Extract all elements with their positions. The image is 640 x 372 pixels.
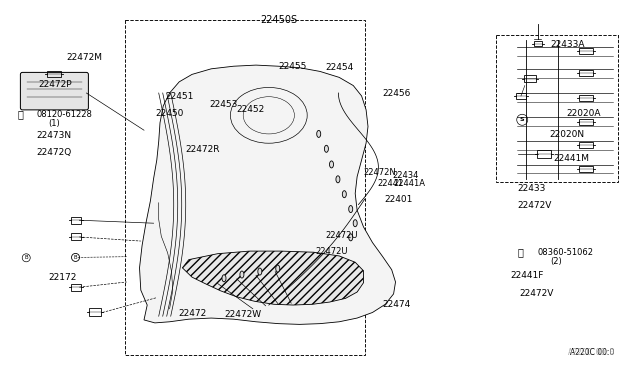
- Ellipse shape: [336, 176, 340, 183]
- Ellipse shape: [222, 275, 226, 282]
- Bar: [579, 166, 593, 172]
- Ellipse shape: [324, 145, 328, 152]
- Ellipse shape: [330, 161, 333, 168]
- Text: 22472U: 22472U: [316, 247, 348, 256]
- Text: 22441F: 22441F: [510, 271, 543, 280]
- Bar: [70, 217, 81, 224]
- Text: 22472V: 22472V: [517, 201, 552, 210]
- Text: 08360-51062: 08360-51062: [538, 248, 594, 257]
- Text: B: B: [24, 255, 28, 260]
- Bar: [579, 94, 593, 101]
- Text: A220C 00:0: A220C 00:0: [568, 348, 614, 357]
- Text: 22434: 22434: [392, 171, 419, 180]
- Text: 22172: 22172: [48, 273, 76, 282]
- Text: 22441M: 22441M: [554, 154, 589, 163]
- Text: 22441: 22441: [378, 179, 404, 187]
- Ellipse shape: [353, 220, 357, 227]
- Ellipse shape: [317, 131, 321, 137]
- Ellipse shape: [342, 191, 346, 198]
- Ellipse shape: [240, 271, 244, 278]
- Text: 22020A: 22020A: [566, 109, 601, 118]
- Text: 22453: 22453: [209, 100, 237, 109]
- Text: S: S: [520, 117, 525, 122]
- Bar: [524, 76, 536, 82]
- Text: 22472P: 22472P: [38, 80, 72, 89]
- Text: 22472: 22472: [178, 309, 206, 318]
- Text: 22472V: 22472V: [520, 289, 554, 298]
- Bar: [516, 93, 526, 99]
- Text: 22472Q: 22472Q: [36, 148, 72, 157]
- Text: 22451: 22451: [165, 92, 193, 101]
- Text: 22450S: 22450S: [260, 16, 297, 25]
- Polygon shape: [182, 251, 364, 305]
- Text: 22474: 22474: [383, 300, 411, 309]
- Text: Ⓑ: Ⓑ: [17, 109, 23, 119]
- Text: 22441A: 22441A: [394, 179, 426, 187]
- Bar: [579, 119, 593, 125]
- Bar: [579, 48, 593, 54]
- Text: 22433A: 22433A: [550, 40, 585, 49]
- Bar: [70, 284, 81, 291]
- Text: (1): (1): [48, 119, 60, 128]
- Ellipse shape: [258, 268, 262, 275]
- FancyBboxPatch shape: [20, 73, 88, 110]
- Ellipse shape: [349, 234, 353, 241]
- Ellipse shape: [276, 265, 280, 272]
- Text: 22472N: 22472N: [364, 169, 396, 177]
- Text: 22456: 22456: [382, 89, 410, 97]
- Bar: [89, 308, 100, 317]
- Bar: [579, 142, 593, 148]
- Bar: [537, 150, 551, 158]
- Text: 22472R: 22472R: [186, 145, 220, 154]
- Text: Ⓢ: Ⓢ: [517, 247, 523, 257]
- Text: 22472U: 22472U: [325, 231, 358, 240]
- Text: 08120-61228: 08120-61228: [36, 110, 92, 119]
- Text: B: B: [74, 255, 77, 260]
- Text: A220C 00:0: A220C 00:0: [570, 348, 614, 357]
- Text: (2): (2): [550, 257, 562, 266]
- Bar: [70, 234, 81, 240]
- Text: 22473N: 22473N: [36, 131, 72, 140]
- Bar: [579, 70, 593, 77]
- Text: 22455: 22455: [278, 62, 307, 71]
- Text: 22433: 22433: [517, 185, 545, 193]
- Text: 22452: 22452: [237, 105, 265, 114]
- Text: 22020N: 22020N: [549, 130, 584, 139]
- Text: 22472W: 22472W: [224, 310, 261, 319]
- Bar: [496, 35, 618, 182]
- Ellipse shape: [349, 206, 353, 212]
- Bar: [125, 20, 365, 355]
- Bar: [534, 41, 541, 46]
- Text: 22450: 22450: [155, 109, 183, 118]
- Text: 22401: 22401: [384, 195, 412, 203]
- Text: 22472M: 22472M: [66, 53, 102, 62]
- Bar: [47, 71, 61, 77]
- Text: 22454: 22454: [325, 63, 353, 72]
- Polygon shape: [140, 65, 396, 324]
